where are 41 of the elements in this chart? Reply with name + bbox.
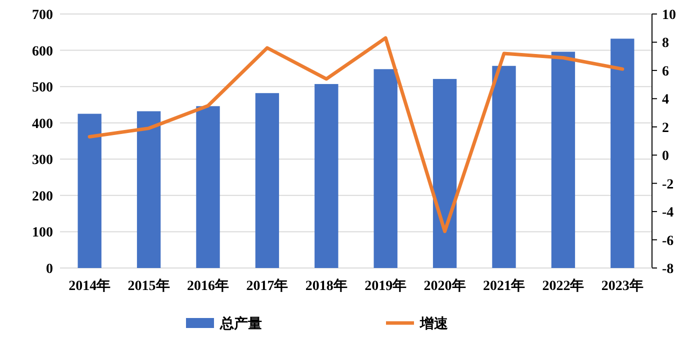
y-tick-label: 200 <box>32 189 53 204</box>
y2-tick-label: -6 <box>662 234 674 249</box>
y2-tick-label: 2 <box>662 120 669 136</box>
line-series <box>88 36 624 234</box>
bar <box>432 78 457 268</box>
bar <box>314 84 338 268</box>
y-tick-label: 500 <box>32 80 53 96</box>
bar <box>78 114 102 268</box>
y2-tick-label: -4 <box>662 206 674 221</box>
y2-tick-label: -8 <box>662 262 674 277</box>
x-tick-label: 2023年 <box>601 278 644 294</box>
x-tick-label: 2017年 <box>246 278 288 294</box>
x-tick-label: 2016年 <box>187 278 229 294</box>
x-tick-label: 2022年 <box>542 278 584 294</box>
y-tick-label: 600 <box>32 44 53 60</box>
legend-label: 增速 <box>419 316 449 332</box>
y-tick-label: 400 <box>32 116 53 132</box>
y2-tick-label: 8 <box>662 36 669 52</box>
y2-tick-label: -2 <box>662 177 674 192</box>
x-tick-label: 2018年 <box>305 278 348 294</box>
y2-tick-label: 0 <box>662 149 669 164</box>
y-tick-label: 300 <box>32 153 53 168</box>
bar <box>374 69 398 268</box>
y-tick-label: 700 <box>32 8 53 23</box>
x-tick-label: 2019年 <box>364 278 407 294</box>
y2-tick-label: 6 <box>662 64 669 80</box>
x-tick-label: 2015年 <box>128 278 170 294</box>
bar <box>136 111 161 268</box>
x-tick-label: 2020年 <box>424 278 466 294</box>
y2-tick-label: 4 <box>662 92 669 108</box>
bar <box>492 66 516 268</box>
y-tick-label: 100 <box>32 226 53 241</box>
y-tick-label: 0 <box>46 262 53 277</box>
bar <box>551 52 576 268</box>
bar <box>255 93 280 268</box>
bar <box>610 38 634 268</box>
x-tick-label: 2014年 <box>68 278 111 294</box>
y2-tick-label: 10 <box>662 8 676 23</box>
legend-label: 总产量 <box>219 315 262 332</box>
x-tick-label: 2021年 <box>483 278 525 294</box>
bar <box>196 106 220 268</box>
